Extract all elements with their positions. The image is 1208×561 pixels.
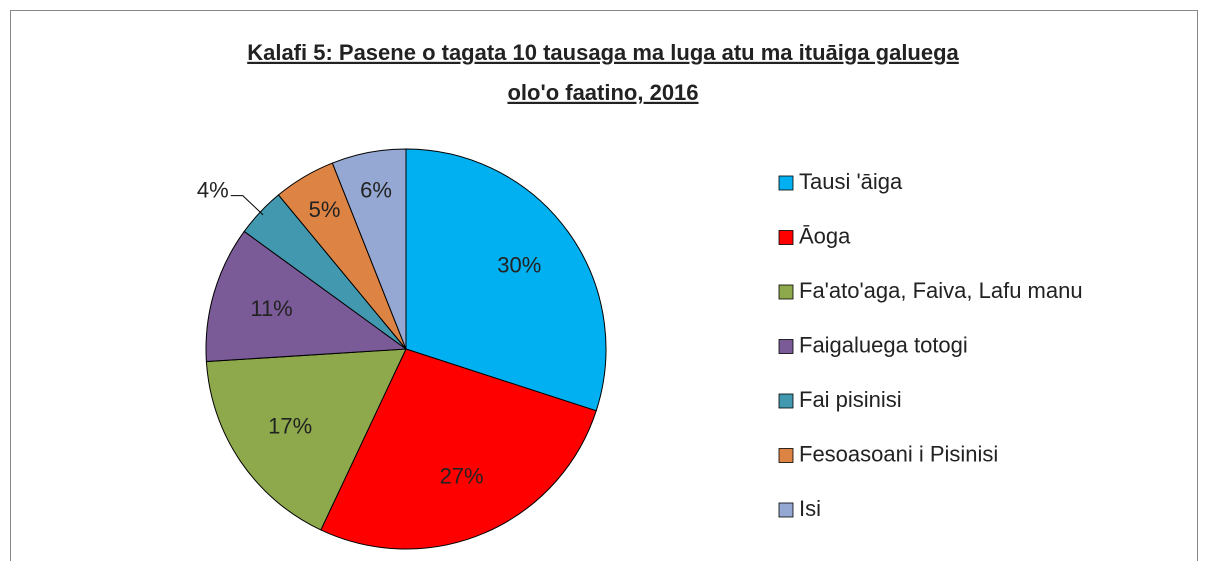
chart-title: Kalafi 5: Pasene o tagata 10 tausaga ma … (247, 40, 959, 65)
data-label: 4% (197, 177, 229, 202)
legend-label: Faigaluega totogi (799, 332, 968, 357)
chart-title: olo'o faatino, 2016 (507, 80, 698, 105)
data-label: 27% (440, 463, 484, 488)
chart-frame (10, 10, 1198, 561)
legend-label: Tausi 'āiga (799, 169, 903, 194)
leader-line (230, 195, 264, 216)
pie-slice (205, 348, 407, 531)
legend-label: Fesoasoani i Pisinisi (799, 441, 998, 466)
legend-swatch (778, 230, 794, 245)
data-label: 5% (309, 197, 341, 222)
legend-swatch (778, 393, 794, 409)
legend-swatch (778, 448, 794, 463)
pie-slice (405, 148, 607, 412)
pie-slice (331, 148, 407, 350)
data-label: 30% (497, 253, 541, 278)
pie-slice (205, 230, 408, 363)
legend-label: Fai pisinisi (799, 387, 902, 412)
legend-swatch (778, 502, 794, 518)
legend-swatch (778, 339, 794, 354)
legend-label: Isi (799, 496, 821, 521)
legend-swatch (778, 175, 794, 191)
data-label: 11% (250, 296, 292, 321)
legend-swatch (778, 284, 794, 300)
pie-slice (320, 348, 597, 550)
legend-label: Āoga (799, 223, 851, 248)
data-label: 17% (268, 414, 312, 439)
legend-label: Fa'ato'aga, Faiva, Lafu manu (799, 278, 1083, 303)
data-label: 6% (360, 178, 392, 203)
